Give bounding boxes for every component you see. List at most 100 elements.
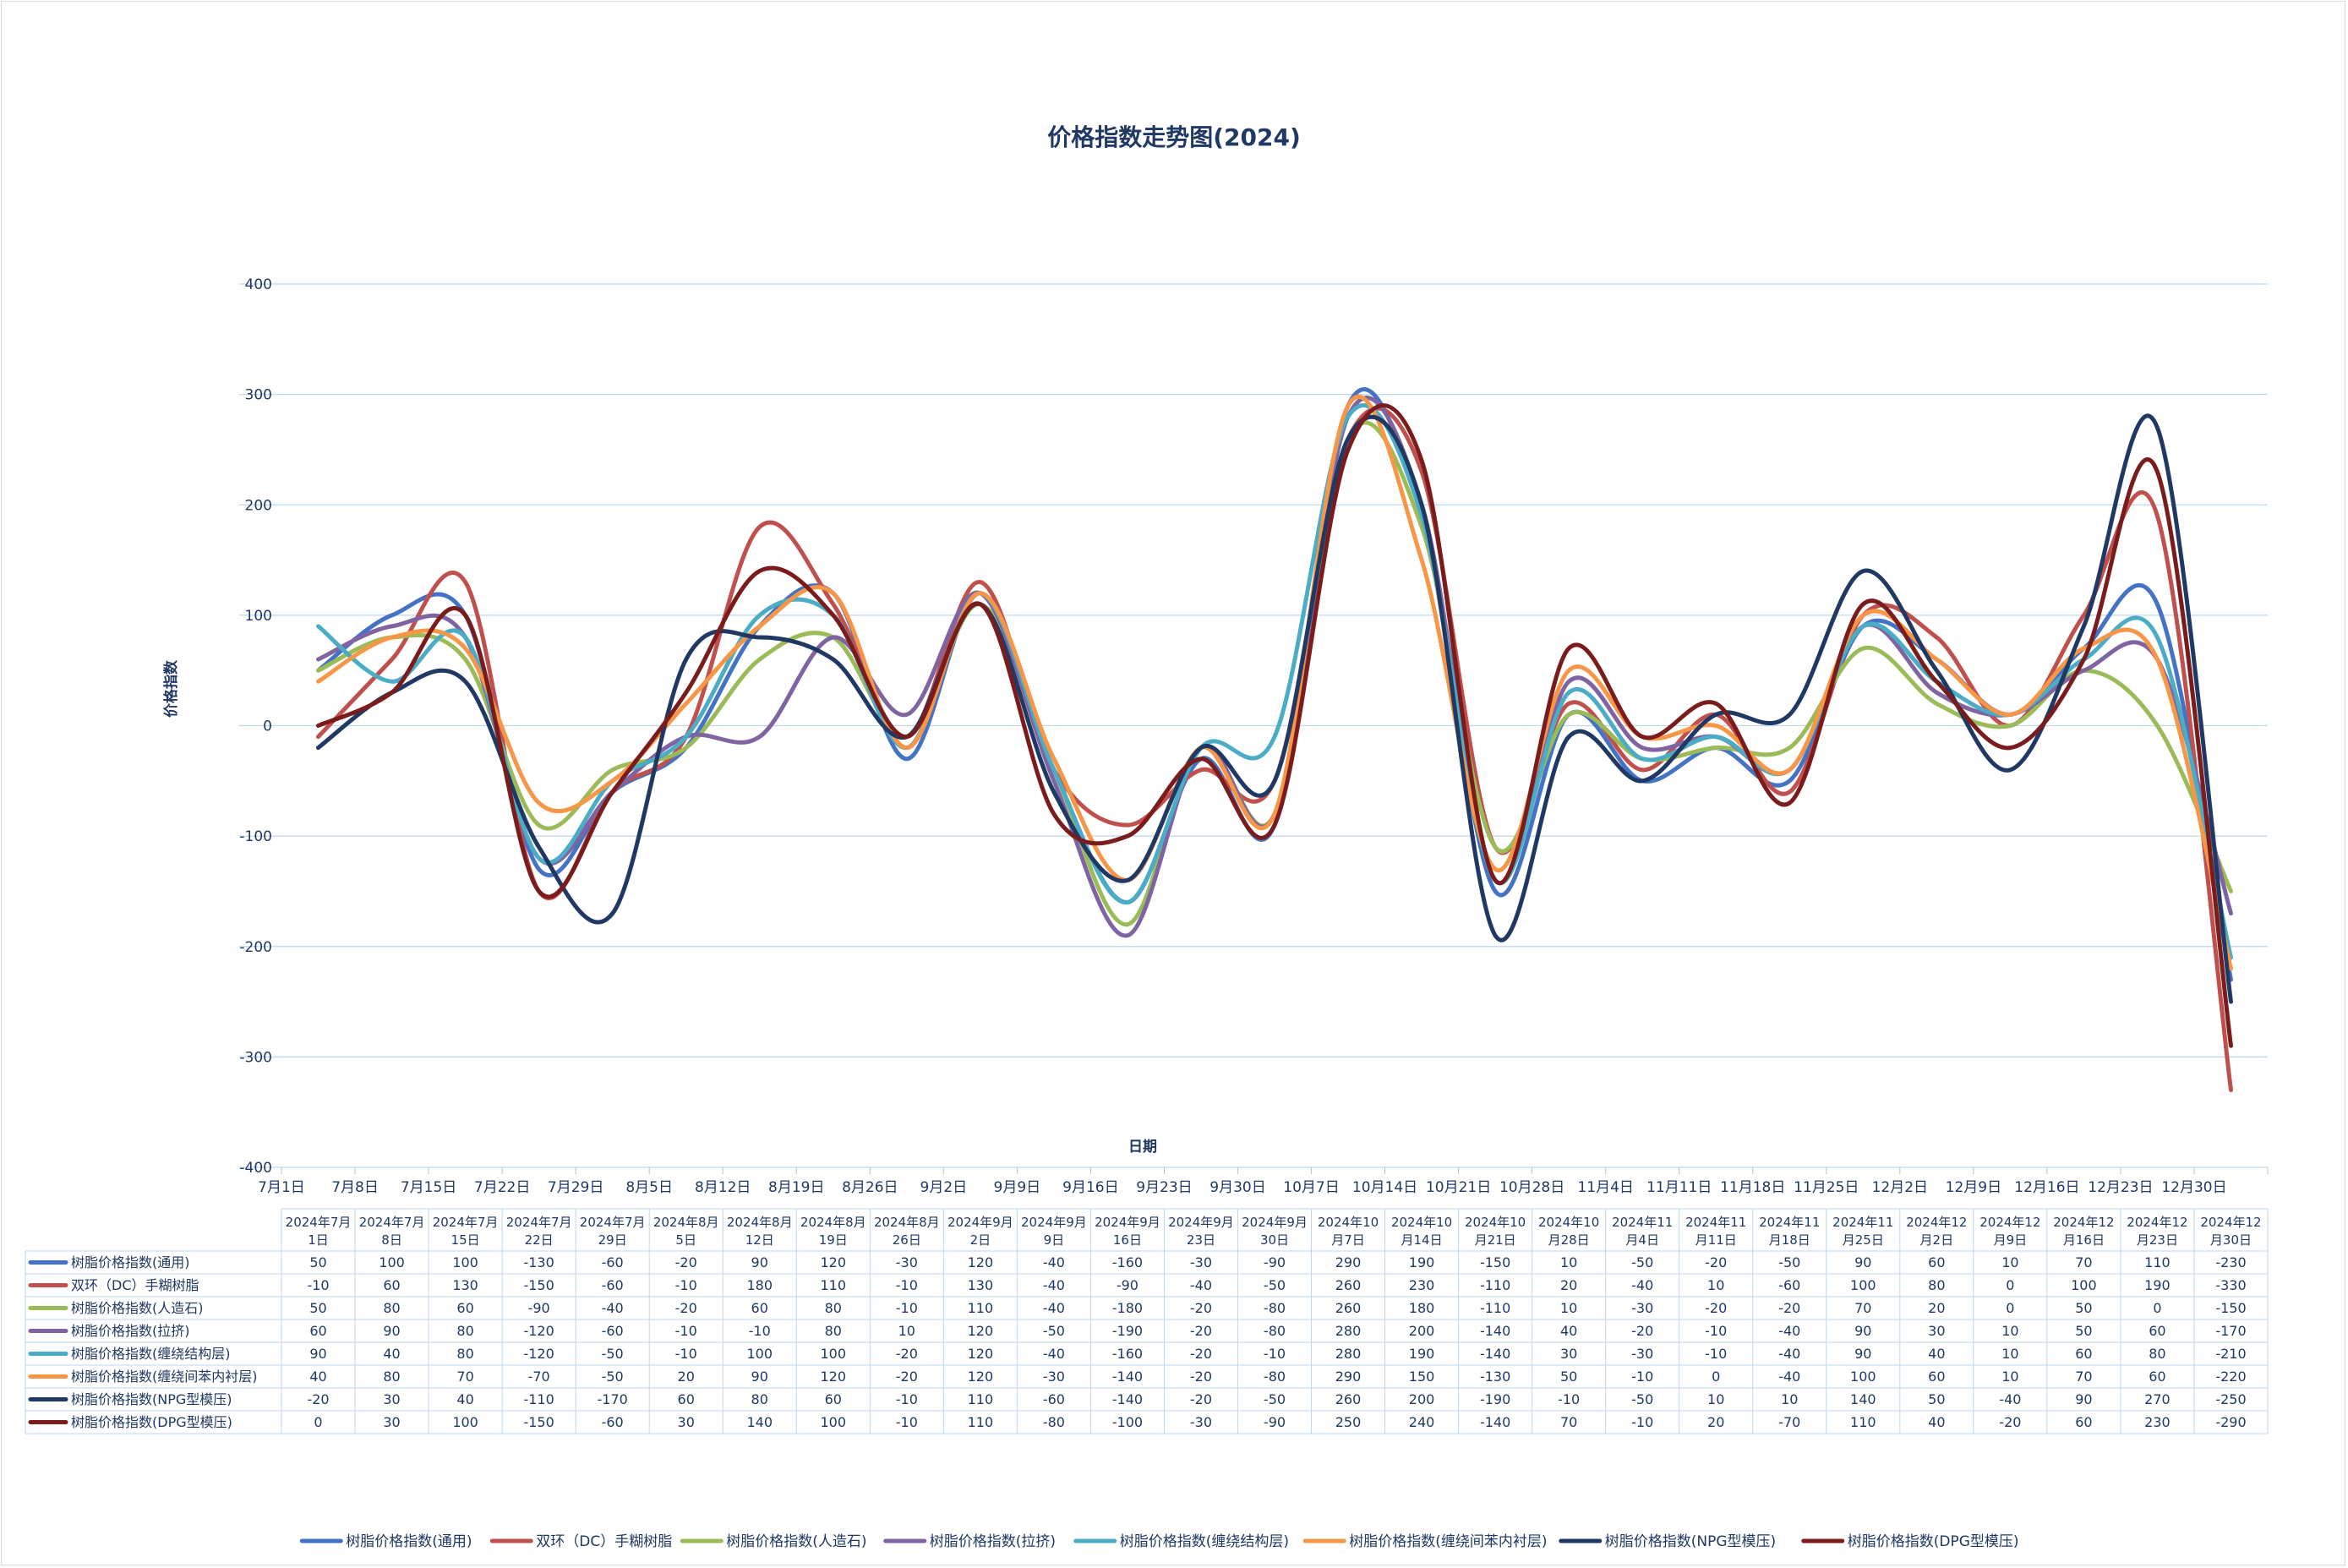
table-cell: 70 [1854, 1300, 1871, 1316]
table-cell: -190 [1112, 1323, 1143, 1339]
table-header-cell: 2024年9月 [1095, 1215, 1160, 1230]
table-cell: 140 [1850, 1391, 1876, 1407]
table-cell: 70 [456, 1369, 473, 1385]
table-header-cell: 2024年8月 [874, 1215, 940, 1230]
table-cell: 40 [1928, 1346, 1945, 1362]
table-cell: -40 [1999, 1391, 2021, 1407]
table-cell: 40 [383, 1346, 400, 1362]
table-cell: -40 [1631, 1277, 1653, 1293]
table-header-cell: 2024年10 [1391, 1215, 1452, 1230]
table-cell: 100 [1850, 1277, 1876, 1293]
table-cell: -50 [1631, 1254, 1653, 1270]
table-cell: 190 [2144, 1277, 2171, 1293]
table-cell: 10 [1560, 1300, 1577, 1316]
table-cell: -90 [528, 1300, 550, 1316]
table-header-cell: 9日 [1044, 1232, 1065, 1248]
table-header-cell: 2024年9月 [947, 1215, 1013, 1230]
table-cell: 270 [2144, 1391, 2171, 1407]
table-cell: 80 [825, 1323, 842, 1339]
table-cell: 80 [383, 1300, 400, 1316]
table-cell: 0 [1712, 1369, 1720, 1385]
table-cell: 80 [1928, 1277, 1945, 1293]
data-table: 2024年7月 1日 2024年7月 8日 2024年7月 15日 2024年7月 22日 20… [25, 1208, 2269, 1434]
table-cell: 90 [1854, 1323, 1871, 1339]
table-cell: -20 [1190, 1369, 1212, 1385]
table-header-cell: 2024年7月 [286, 1215, 352, 1230]
table-cell: 100 [2071, 1277, 2097, 1293]
y-tick-label: -300 [239, 1049, 272, 1066]
table-cell: 30 [678, 1414, 695, 1430]
y-tick-label: -400 [239, 1160, 272, 1177]
table-cell: -40 [602, 1300, 624, 1316]
x-tick-label: 12月23日 [2088, 1179, 2153, 1196]
table-cell: 290 [1335, 1254, 1362, 1270]
table-cell: -140 [1480, 1323, 1510, 1339]
table-cell: 40 [309, 1369, 326, 1385]
x-tick-label: 9月16日 [1062, 1179, 1118, 1196]
table-cell: -50 [602, 1369, 624, 1385]
table-cell: 100 [452, 1414, 478, 1430]
table-cell: -80 [1043, 1414, 1065, 1430]
table-cell: -140 [1480, 1346, 1510, 1362]
table-cell: 280 [1335, 1346, 1362, 1362]
table-header-cell: 月28日 [1548, 1232, 1590, 1248]
table-cell: 10 [2001, 1323, 2018, 1339]
table-header-cell: 19日 [819, 1232, 848, 1248]
legend-label: 树脂价格指数(通用) [346, 1533, 472, 1550]
y-tick-label: 400 [245, 276, 272, 293]
table-cell: -40 [1043, 1277, 1065, 1293]
table-header-cell: 2024年8月 [727, 1215, 793, 1230]
table-cell: -170 [598, 1391, 628, 1407]
table-cell: -50 [1631, 1391, 1653, 1407]
table-cell: -50 [1043, 1323, 1065, 1339]
table-cell: -90 [1264, 1414, 1286, 1430]
table-cell: 260 [1335, 1300, 1362, 1316]
x-tick-label: 12月2日 [1872, 1179, 1928, 1196]
table-row-label: 树脂价格指数(拉挤) [71, 1323, 190, 1339]
table-header-cell: 5日 [675, 1232, 696, 1248]
table-cell: -140 [1112, 1391, 1143, 1407]
x-tick-label: 8月5日 [625, 1179, 673, 1196]
table-header-cell: 月21日 [1475, 1232, 1516, 1248]
table-cell: -40 [1043, 1346, 1065, 1362]
series-line [316, 420, 2233, 927]
table-cell: -220 [2215, 1369, 2246, 1385]
table-header-cell: 2日 [970, 1232, 991, 1248]
x-tick-label: 10月28日 [1499, 1179, 1564, 1196]
table-cell: -160 [1112, 1346, 1143, 1362]
y-tick-label: 100 [245, 608, 272, 625]
table-cell: 10 [1781, 1391, 1798, 1407]
table-cell: -20 [1190, 1346, 1212, 1362]
table-cell: -110 [1480, 1300, 1510, 1316]
table-header-cell: 月9日 [1994, 1232, 2028, 1248]
table-cell: 0 [2006, 1277, 2014, 1293]
table-cell: 70 [2075, 1369, 2092, 1385]
table-cell: 60 [1928, 1254, 1945, 1270]
table-cell: 40 [456, 1391, 473, 1407]
table-cell: 90 [751, 1254, 768, 1270]
table-cell: -10 [1705, 1346, 1727, 1362]
table-cell: 90 [2075, 1391, 2092, 1407]
table-cell: -20 [307, 1391, 329, 1407]
table-header-cell: 1日 [308, 1232, 329, 1248]
table-cell: -80 [1264, 1369, 1286, 1385]
table-cell: -20 [896, 1369, 918, 1385]
table-cell: 240 [1409, 1414, 1435, 1430]
table-cell: 10 [898, 1323, 915, 1339]
x-tick-label: 8月19日 [768, 1179, 824, 1196]
x-tick-labels: 7月1日 7月8日 7月15日 7月22日 7月29日 8月5日 8月12日 8月19日 8月2… [258, 1167, 2269, 1196]
table-cell: 40 [1928, 1414, 1945, 1430]
x-tick-label: 11月11日 [1646, 1179, 1712, 1196]
table-header-cell: 2024年12 [2200, 1215, 2261, 1230]
table-cell: 60 [825, 1391, 842, 1407]
table-cell: 90 [309, 1346, 326, 1362]
table-cell: 50 [2075, 1300, 2092, 1316]
table-header-cell: 月11日 [1695, 1232, 1737, 1248]
table-row-label: 树脂价格指数(通用) [71, 1254, 190, 1270]
table-cell: 100 [821, 1414, 847, 1430]
table-cell: 140 [746, 1414, 773, 1430]
table-cell: 190 [1409, 1346, 1435, 1362]
series-line [316, 403, 2233, 960]
table-header-cell: 2024年7月 [433, 1215, 499, 1230]
table-cell: 20 [678, 1369, 695, 1385]
